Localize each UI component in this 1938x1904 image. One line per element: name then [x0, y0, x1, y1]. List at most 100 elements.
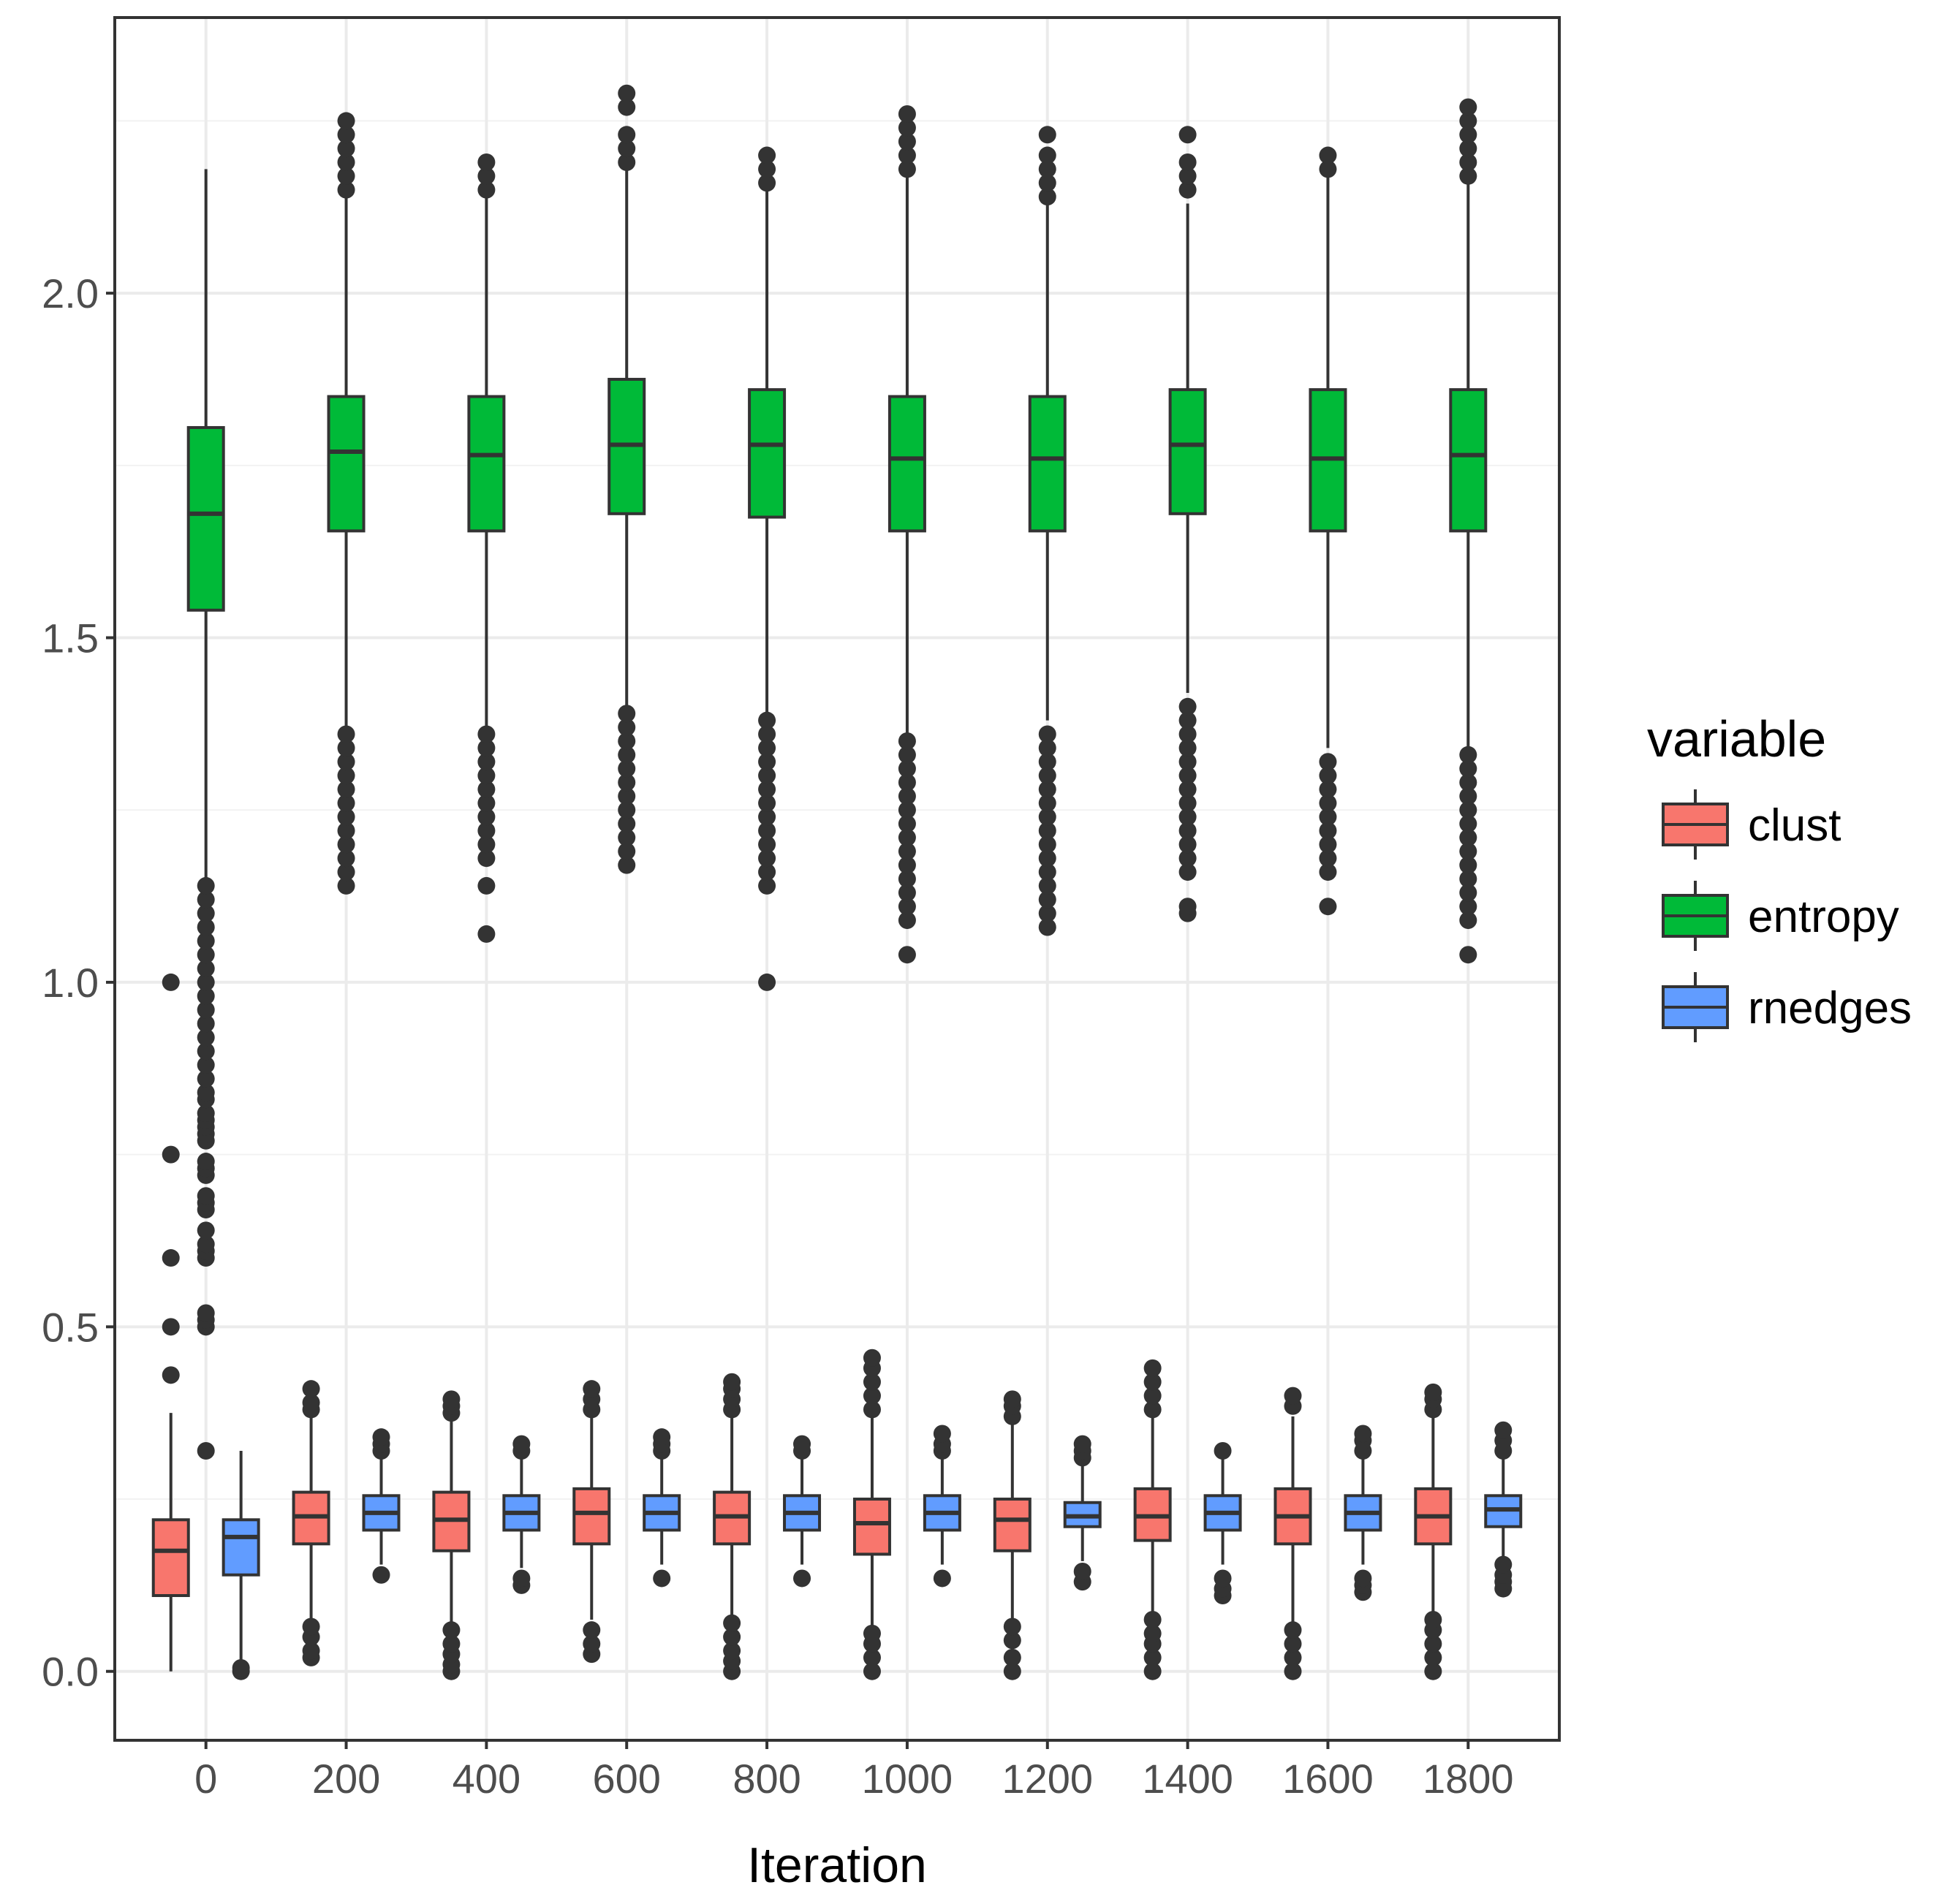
- rnedges-box-1200: [1063, 1435, 1102, 1591]
- outlier-point: [618, 732, 636, 750]
- outlier-point: [1319, 822, 1337, 840]
- outlier-point: [1178, 739, 1197, 757]
- box-iqr: [467, 395, 506, 533]
- legend-label: entropy: [1748, 892, 1899, 942]
- outlier-point: [197, 1028, 215, 1047]
- outlier-point: [618, 718, 636, 737]
- outlier-point: [442, 1635, 461, 1653]
- y-tick-label: 0.0: [42, 1649, 99, 1695]
- outlier-point: [197, 1014, 215, 1033]
- outlier-point: [863, 1624, 881, 1642]
- outlier-point: [477, 835, 496, 854]
- outlier-point: [477, 167, 496, 185]
- outlier-point: [1459, 759, 1477, 778]
- outlier-point: [197, 1153, 215, 1171]
- outlier-point: [442, 1621, 461, 1639]
- outlier-point: [1003, 1662, 1021, 1680]
- x-axis-title: Iteration: [747, 1837, 927, 1893]
- rnedges-box-800: [783, 1435, 822, 1588]
- outlier-point: [618, 126, 636, 144]
- outlier-point: [1178, 780, 1197, 798]
- outlier-point: [477, 739, 496, 757]
- outlier-point: [337, 112, 355, 130]
- series-rnedges: [222, 1421, 1523, 1680]
- outlier-point: [337, 725, 355, 743]
- outlier-point: [1143, 1662, 1162, 1680]
- outlier-point: [1038, 126, 1056, 144]
- box-iqr: [572, 1487, 611, 1546]
- rnedges-box-200: [362, 1428, 401, 1584]
- outlier-point: [1038, 904, 1056, 922]
- outlier-point: [758, 863, 776, 881]
- outlier-point: [1424, 1662, 1442, 1680]
- outlier-point: [1038, 863, 1056, 881]
- outlier-point: [933, 1425, 951, 1443]
- entropy-box-1400: [1168, 126, 1207, 922]
- outlier-point: [1143, 1648, 1162, 1666]
- legend-label: rnedges: [1748, 983, 1912, 1033]
- outlier-point: [1003, 1631, 1021, 1650]
- box-iqr: [1449, 388, 1488, 533]
- outlier-point: [898, 732, 916, 750]
- outlier-point: [653, 1569, 671, 1588]
- outlier-point: [197, 932, 215, 950]
- outlier-point: [337, 739, 355, 757]
- outlier-point: [337, 153, 355, 171]
- outlier-point: [863, 1400, 881, 1419]
- outlier-point: [618, 140, 636, 158]
- outlier-point: [1178, 697, 1197, 716]
- outlier-point: [477, 925, 496, 943]
- outlier-point: [618, 842, 636, 860]
- outlier-point: [1424, 1611, 1442, 1629]
- outlier-point: [477, 725, 496, 743]
- outlier-point: [1459, 801, 1477, 819]
- outlier-point: [302, 1380, 320, 1398]
- outlier-point: [1284, 1387, 1302, 1405]
- outlier-point: [1178, 126, 1197, 144]
- box-iqr: [186, 425, 225, 612]
- outlier-point: [758, 835, 776, 854]
- outlier-point: [337, 822, 355, 840]
- outlier-point: [1494, 1421, 1513, 1439]
- outlier-point: [898, 759, 916, 778]
- outlier-point: [618, 773, 636, 792]
- outlier-point: [197, 960, 215, 978]
- outlier-point: [898, 898, 916, 916]
- outlier-point: [898, 801, 916, 819]
- box-iqr: [151, 1518, 190, 1598]
- outlier-point: [477, 753, 496, 771]
- outlier-point: [758, 822, 776, 840]
- outlier-point: [618, 856, 636, 874]
- outlier-point: [302, 1617, 320, 1636]
- outlier-point: [302, 1642, 320, 1660]
- outlier-point: [758, 739, 776, 757]
- outlier-point: [477, 794, 496, 812]
- outlier-point: [1459, 946, 1477, 964]
- outlier-point: [758, 876, 776, 895]
- outlier-point: [1319, 898, 1337, 916]
- outlier-point: [1459, 98, 1477, 116]
- x-tick-label: 1400: [1142, 1756, 1233, 1802]
- outlier-point: [337, 835, 355, 854]
- outlier-point: [1319, 767, 1337, 785]
- outlier-point: [898, 132, 916, 151]
- legend-item-clust: clust: [1662, 789, 1841, 860]
- outlier-point: [477, 808, 496, 826]
- outlier-point: [1143, 1611, 1162, 1629]
- outlier-point: [1073, 1563, 1091, 1581]
- outlier-point: [477, 767, 496, 785]
- y-tick-label: 2.0: [42, 270, 99, 316]
- outlier-point: [162, 1318, 180, 1336]
- outlier-point: [1459, 126, 1477, 144]
- outlier-point: [337, 126, 355, 144]
- outlier-point: [1073, 1435, 1091, 1453]
- outlier-point: [337, 863, 355, 881]
- outlier-point: [1178, 822, 1197, 840]
- outlier-point: [618, 153, 636, 171]
- clust-box-1000: [852, 1349, 891, 1680]
- outlier-point: [1038, 849, 1056, 868]
- outlier-point: [1354, 1569, 1372, 1588]
- box-iqr: [222, 1518, 260, 1577]
- outlier-point: [477, 181, 496, 199]
